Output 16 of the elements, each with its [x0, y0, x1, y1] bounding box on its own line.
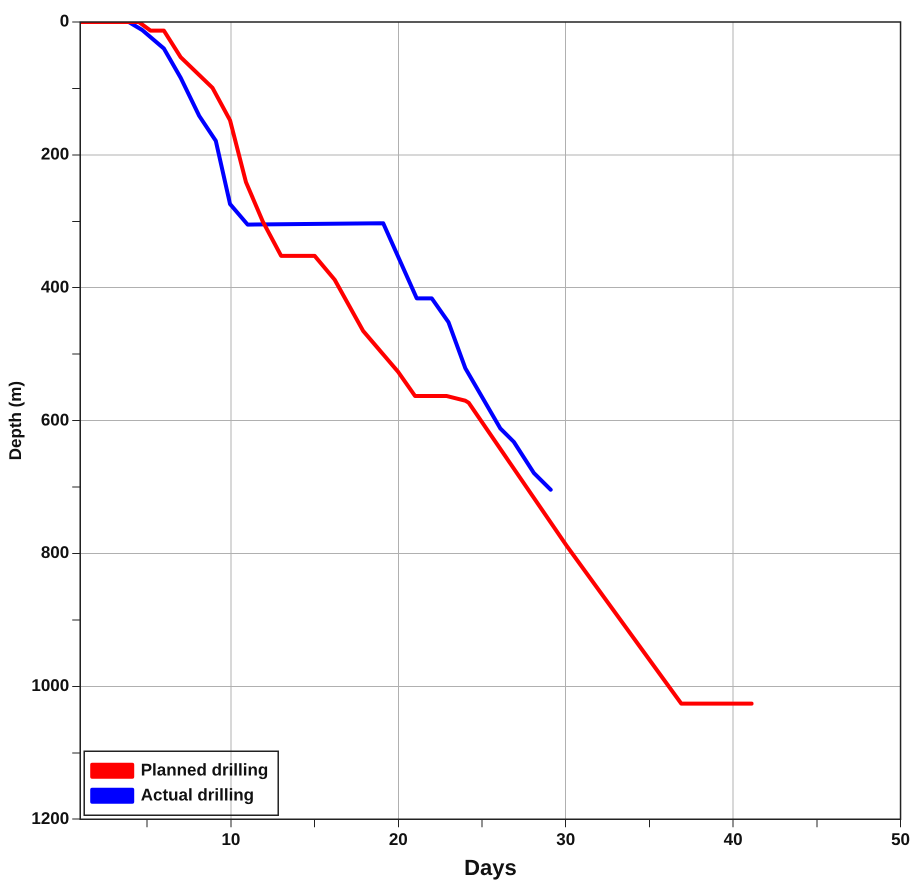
y-axis-title: Depth (m) — [6, 380, 25, 460]
y-tick-label: 400 — [40, 277, 70, 296]
x-tick-label: 20 — [388, 830, 408, 850]
x-tick-label: 40 — [724, 830, 743, 850]
y-tick-label: 1200 — [31, 808, 70, 828]
x-tick-label: 10 — [221, 830, 240, 850]
legend-label: Planned drilling — [140, 760, 268, 780]
legend-label: Actual drilling — [140, 785, 254, 804]
y-tick-label: 800 — [40, 543, 70, 562]
y-tick-label: 0 — [60, 12, 70, 31]
y-tick-label: 600 — [40, 410, 70, 430]
y-tick-label: 200 — [40, 144, 70, 164]
x-axis-title: Days — [464, 854, 517, 880]
y-tick-label: 1000 — [31, 676, 70, 696]
x-tick-label: 30 — [556, 830, 576, 850]
x-tick-label: 50 — [891, 830, 910, 850]
